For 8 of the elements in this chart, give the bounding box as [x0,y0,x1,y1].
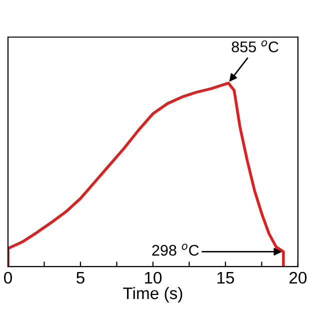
annotation: 855 $^{o}$C [232,40,278,52]
x-tick-label: 20 [289,272,307,284]
x-tick-label: 15 [217,272,234,284]
x-axis-title: Time (s) [123,286,182,302]
x-tick-label: 0 [4,272,12,284]
x-tick-label: 10 [144,272,162,284]
annotation: 298 $^{o}$C [152,244,199,256]
x-tick-label: 5 [76,272,84,284]
